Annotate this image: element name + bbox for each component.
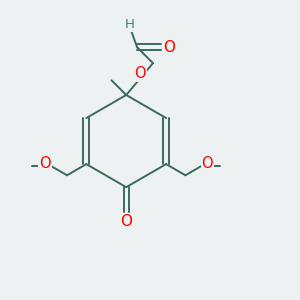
Text: O: O [134,66,146,81]
Text: O: O [120,214,132,229]
Text: O: O [163,40,175,55]
Text: H: H [125,18,135,31]
Text: O: O [202,156,213,171]
Text: O: O [39,156,51,171]
